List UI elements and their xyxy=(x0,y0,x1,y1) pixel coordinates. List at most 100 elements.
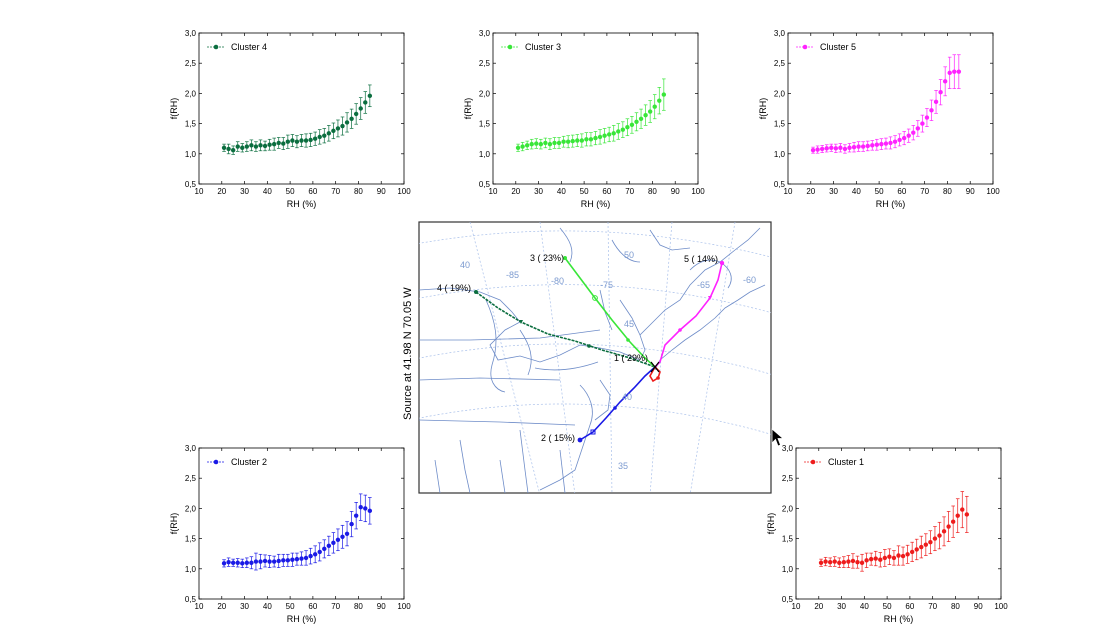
y-tick-label: 3,0 xyxy=(774,29,786,38)
x-tick-label: 20 xyxy=(511,187,520,196)
data-point xyxy=(556,137,562,149)
data-point xyxy=(638,108,644,129)
point-marker xyxy=(244,560,250,565)
data-point xyxy=(570,134,575,148)
x-tick-label: 70 xyxy=(331,602,340,611)
data-point xyxy=(584,132,589,147)
point-marker xyxy=(285,558,291,563)
map-grid-label: 45 xyxy=(624,319,634,329)
data-point xyxy=(515,143,521,152)
legend-marker xyxy=(213,44,219,50)
x-tick-label: 90 xyxy=(377,187,386,196)
point-marker xyxy=(552,140,557,146)
data-point xyxy=(841,556,847,568)
chart-cluster3: 10 20 30 40 50 60 70 80 90 100 0,5 1,0 1,5 2,0 2,5 3,0 R… xyxy=(463,29,705,209)
data-point xyxy=(552,137,557,149)
point-marker xyxy=(947,70,952,76)
data-point xyxy=(290,552,295,567)
point-marker xyxy=(520,144,525,149)
trajectory-cluster-1 xyxy=(649,366,661,383)
y-tick-label: 3,0 xyxy=(185,444,197,453)
point-marker xyxy=(625,125,630,130)
x-tick-label: 30 xyxy=(829,187,838,196)
data-point xyxy=(303,550,309,566)
data-point xyxy=(335,528,341,552)
data-point xyxy=(353,103,359,125)
data-point xyxy=(937,521,942,550)
y-tick-label: 1,0 xyxy=(479,150,491,159)
point-marker xyxy=(326,131,332,136)
data-point xyxy=(267,138,272,151)
x-tick-label: 20 xyxy=(217,602,226,611)
data-point xyxy=(956,54,962,89)
point-marker xyxy=(547,141,553,147)
x-tick-label: 60 xyxy=(897,187,906,196)
data-point xyxy=(575,134,580,147)
x-tick-label: 20 xyxy=(217,187,226,196)
data-point xyxy=(331,122,336,140)
point-marker xyxy=(657,98,662,103)
x-tick-label: 30 xyxy=(240,187,249,196)
y-tick-label: 1,0 xyxy=(185,150,197,159)
point-marker xyxy=(942,79,948,84)
data-point xyxy=(358,97,363,120)
y-axis-title: f(RH) xyxy=(169,513,179,535)
point-marker xyxy=(860,144,866,149)
data-point xyxy=(602,128,607,144)
point-marker xyxy=(226,146,231,152)
x-tick-label: 50 xyxy=(286,187,295,196)
point-marker xyxy=(842,146,848,152)
trajectory-cluster-3 xyxy=(564,257,656,368)
point-marker xyxy=(832,559,837,564)
y-tick-label: 2,5 xyxy=(782,474,794,483)
data-point xyxy=(367,84,373,108)
data-point xyxy=(322,128,327,144)
point-marker xyxy=(230,560,236,565)
point-marker xyxy=(290,138,295,143)
point-marker xyxy=(851,144,857,150)
point-marker xyxy=(358,504,363,510)
data-point xyxy=(855,555,860,569)
data-point xyxy=(879,138,884,150)
data-point xyxy=(887,548,892,565)
point-marker xyxy=(888,140,893,146)
data-point xyxy=(322,539,327,559)
trajectory-cluster-5 xyxy=(654,262,723,368)
point-marker xyxy=(331,128,336,134)
data-point xyxy=(367,497,373,525)
point-marker xyxy=(335,126,341,131)
data-point xyxy=(932,526,938,552)
point-marker xyxy=(634,119,639,124)
x-axis-title: RH (%) xyxy=(876,199,906,209)
data-point xyxy=(299,134,304,147)
x-tick-label: 30 xyxy=(240,602,249,611)
data-point xyxy=(253,552,259,571)
data-point xyxy=(303,133,309,148)
point-marker xyxy=(344,120,350,125)
x-tick-label: 70 xyxy=(625,187,634,196)
data-point xyxy=(543,137,548,149)
y-tick-label: 1,5 xyxy=(185,535,197,544)
point-marker xyxy=(920,121,925,126)
data-point xyxy=(661,78,667,111)
data-point xyxy=(824,144,829,153)
legend-label: Cluster 2 xyxy=(231,457,267,467)
legend-marker xyxy=(810,459,816,465)
point-marker xyxy=(244,144,250,149)
point-marker xyxy=(221,561,227,566)
x-tick-label: 10 xyxy=(784,187,793,196)
data-point xyxy=(363,494,368,523)
point-marker xyxy=(221,145,227,150)
y-tick-label: 0,5 xyxy=(479,180,491,189)
y-tick-label: 1,5 xyxy=(782,535,794,544)
data-point xyxy=(276,553,281,568)
data-point xyxy=(226,557,231,567)
y-tick-label: 0,5 xyxy=(782,595,794,604)
data-point xyxy=(946,511,951,542)
point-marker xyxy=(271,559,277,564)
y-tick-label: 1,5 xyxy=(479,120,491,129)
point-marker xyxy=(303,138,309,143)
point-marker xyxy=(235,560,240,565)
y-tick-label: 2,0 xyxy=(782,504,794,513)
point-marker xyxy=(873,556,878,561)
